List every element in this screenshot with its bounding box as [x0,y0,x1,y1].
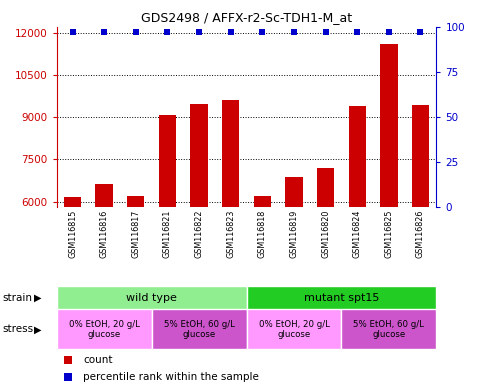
Text: stress: stress [2,324,34,334]
Text: GSM116824: GSM116824 [352,210,362,258]
Point [227,29,235,35]
Text: 5% EtOH, 60 g/L
glucose: 5% EtOH, 60 g/L glucose [353,319,424,339]
Title: GDS2498 / AFFX-r2-Sc-TDH1-M_at: GDS2498 / AFFX-r2-Sc-TDH1-M_at [141,11,352,24]
Bar [96,184,113,207]
Bar [380,44,397,207]
Text: GSM116823: GSM116823 [226,210,235,258]
Point [132,29,140,35]
Bar [152,309,246,349]
Text: ▶: ▶ [34,293,41,303]
Bar [127,195,144,207]
Text: GSM116816: GSM116816 [100,210,108,258]
Text: GSM116826: GSM116826 [416,210,425,258]
Bar [253,196,271,207]
Text: GSM116819: GSM116819 [289,210,298,258]
Bar [341,309,436,349]
Bar [64,197,81,207]
Bar [349,106,366,207]
Text: GSM116822: GSM116822 [195,210,204,258]
Text: GSM116821: GSM116821 [163,210,172,258]
Point [164,29,172,35]
Bar [412,105,429,207]
Bar [57,286,246,309]
Bar [222,100,240,207]
Point [353,29,361,35]
Bar [57,309,152,349]
Bar [246,286,436,309]
Point [64,357,72,363]
Text: GSM116817: GSM116817 [131,210,141,258]
Point [64,374,72,380]
Text: strain: strain [2,293,33,303]
Text: count: count [83,355,113,365]
Bar [285,177,303,207]
Bar [159,115,176,207]
Point [69,29,76,35]
Point [417,29,424,35]
Text: percentile rank within the sample: percentile rank within the sample [83,372,259,382]
Text: ▶: ▶ [34,324,41,334]
Point [385,29,393,35]
Text: 0% EtOH, 20 g/L
glucose: 0% EtOH, 20 g/L glucose [258,319,329,339]
Bar [317,168,334,207]
Text: 5% EtOH, 60 g/L
glucose: 5% EtOH, 60 g/L glucose [164,319,235,339]
Text: GSM116820: GSM116820 [321,210,330,258]
Text: GSM116818: GSM116818 [258,210,267,258]
Text: 0% EtOH, 20 g/L
glucose: 0% EtOH, 20 g/L glucose [69,319,140,339]
Point [195,29,203,35]
Point [290,29,298,35]
Text: mutant spt15: mutant spt15 [304,293,379,303]
Bar [246,309,341,349]
Point [258,29,266,35]
Text: GSM116825: GSM116825 [385,210,393,258]
Point [100,29,108,35]
Text: GSM116815: GSM116815 [68,210,77,258]
Bar [190,104,208,207]
Point [321,29,329,35]
Text: wild type: wild type [126,293,177,303]
